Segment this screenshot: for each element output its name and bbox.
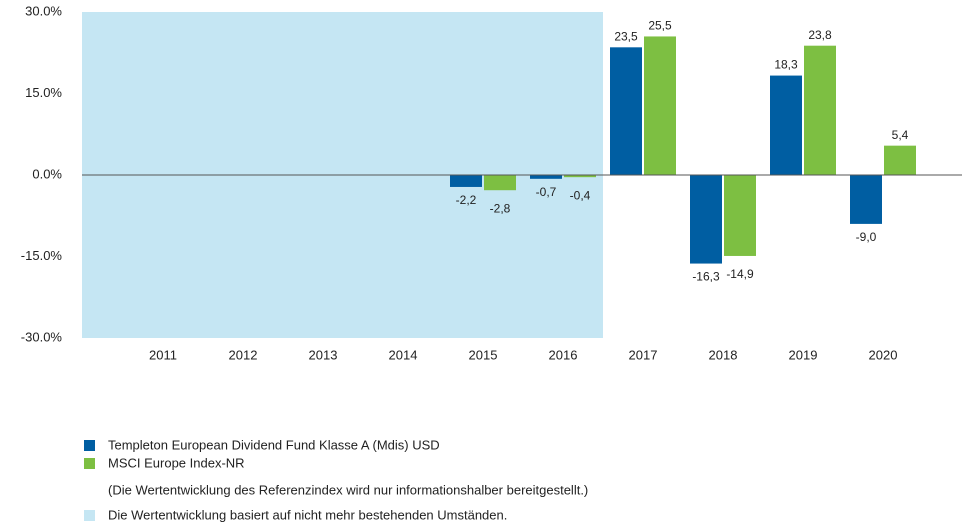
bar <box>564 175 596 178</box>
bar <box>610 47 642 175</box>
value-label: -2,8 <box>490 201 511 215</box>
legend-label: Templeton European Dividend Fund Klasse … <box>108 437 440 452</box>
x-tick-label: 2019 <box>789 347 818 362</box>
bar <box>850 175 882 224</box>
value-label: 23,8 <box>808 28 832 42</box>
value-label: -2,2 <box>456 193 477 207</box>
y-tick-label: 0.0% <box>32 166 62 181</box>
value-label: 5,4 <box>892 128 909 142</box>
x-tick-label: 2013 <box>309 347 338 362</box>
y-tick-label: -15.0% <box>21 248 63 263</box>
note: (Die Wertentwicklung des Referenzindex w… <box>108 482 588 497</box>
x-tick-label: 2011 <box>149 347 177 362</box>
value-label: -9,0 <box>856 230 877 244</box>
x-tick-label: 2018 <box>709 347 738 362</box>
x-tick-label: 2015 <box>469 347 498 362</box>
value-label: -14,9 <box>726 267 754 281</box>
bar <box>724 175 756 256</box>
value-label: -0,7 <box>536 185 557 199</box>
y-tick-label: -30.0% <box>21 329 63 344</box>
x-tick-label: 2016 <box>549 347 578 362</box>
bar <box>884 145 916 175</box>
bar <box>690 175 722 264</box>
value-label: 23,5 <box>614 29 638 43</box>
bar <box>770 75 802 175</box>
bar <box>804 45 836 175</box>
bar <box>450 175 482 187</box>
x-tick-label: 2014 <box>389 347 418 362</box>
value-label: 25,5 <box>648 19 672 33</box>
legend-label: Die Wertentwicklung basiert auf nicht me… <box>108 507 507 522</box>
x-tick-label: 2020 <box>869 347 898 362</box>
legend-swatch <box>84 458 95 469</box>
x-tick-label: 2012 <box>229 347 258 362</box>
value-label: -0,4 <box>570 188 591 202</box>
x-tick-label: 2017 <box>629 347 658 362</box>
bar <box>530 175 562 179</box>
value-label: 18,3 <box>774 58 798 72</box>
legend-label: MSCI Europe Index-NR <box>108 455 245 470</box>
y-tick-label: 15.0% <box>25 85 62 100</box>
y-tick-label: 30.0% <box>25 3 62 18</box>
legend-swatch <box>84 440 95 451</box>
legend-swatch <box>84 510 95 521</box>
bar <box>484 175 516 191</box>
value-label: -16,3 <box>692 270 720 284</box>
bar <box>644 36 676 176</box>
